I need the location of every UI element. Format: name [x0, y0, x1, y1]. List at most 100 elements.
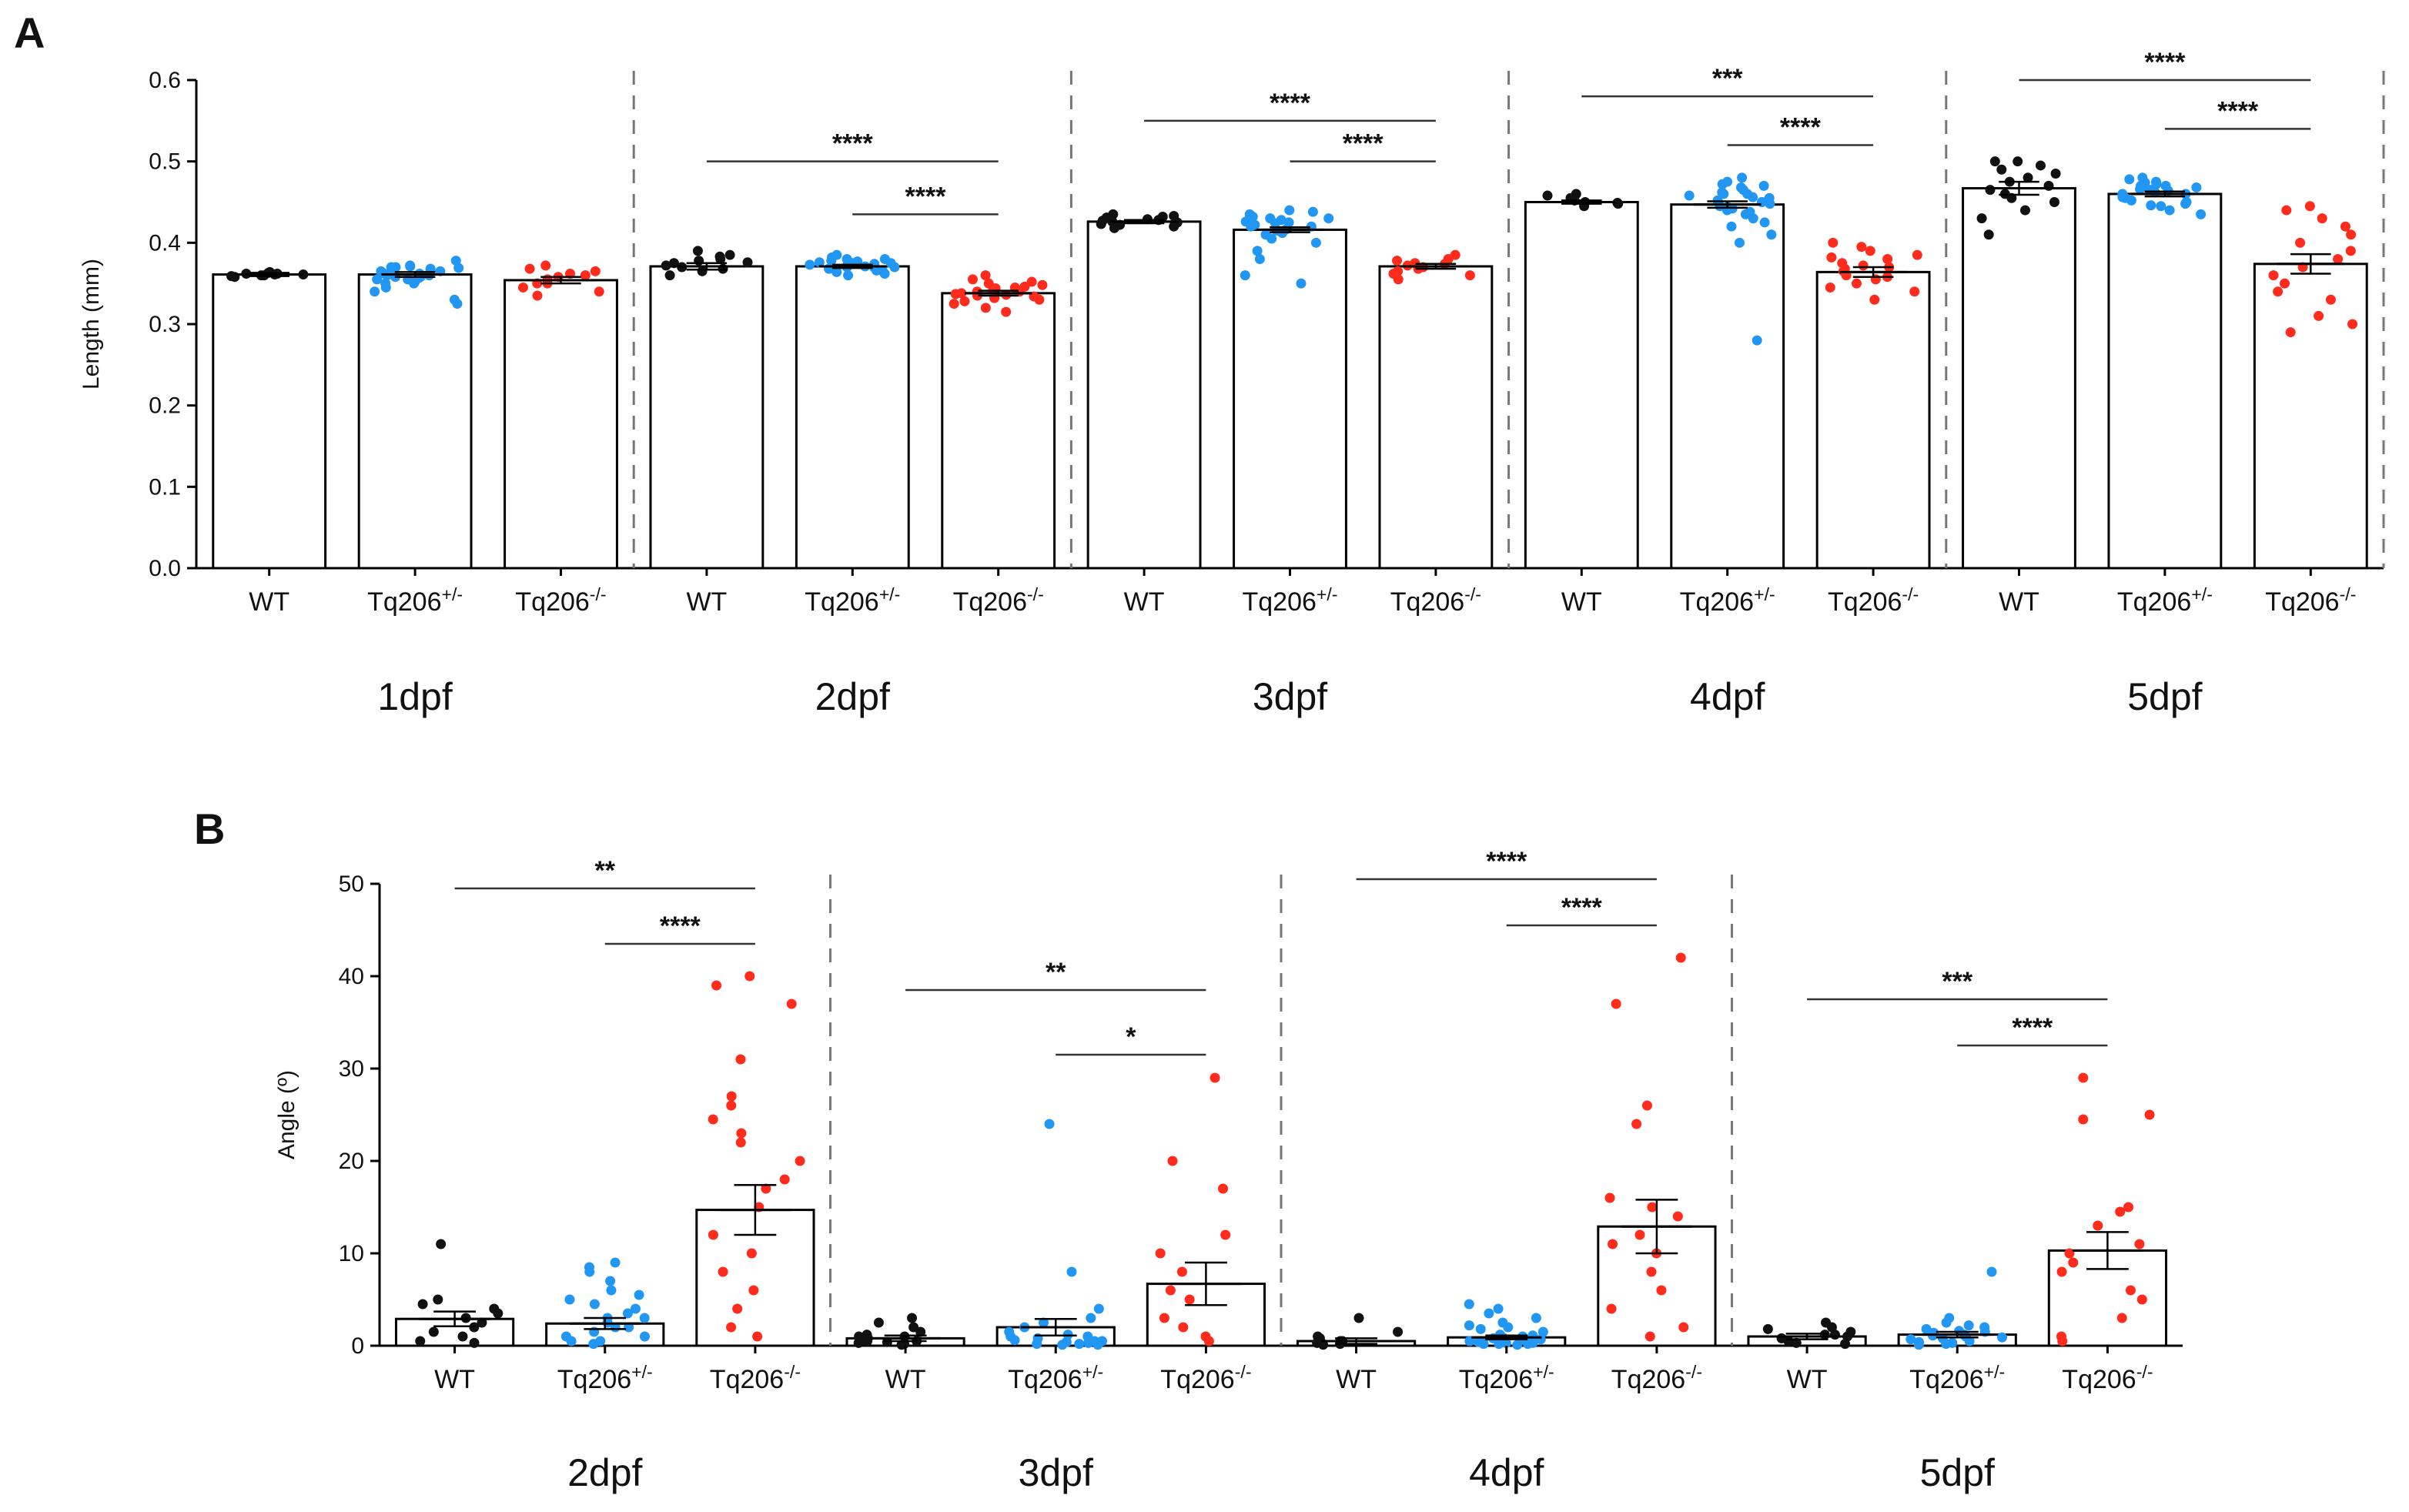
data-point	[1026, 276, 1037, 287]
data-point	[896, 1340, 907, 1350]
x-tick-label: WT	[686, 587, 727, 617]
data-point	[2136, 1294, 2147, 1305]
data-point	[2057, 1336, 2068, 1346]
bar-2dpf-1	[795, 265, 910, 570]
data-point	[1523, 1339, 1534, 1350]
data-point	[742, 257, 753, 268]
data-point	[724, 249, 735, 260]
data-point	[1512, 1340, 1523, 1350]
y-tick-label: 10	[339, 1241, 364, 1266]
data-point	[1865, 246, 1875, 256]
x-tick-label: Tq206+/-	[557, 1362, 653, 1394]
bar-3dpf-1	[1233, 228, 1347, 570]
x-tick-label: WT	[885, 1365, 926, 1394]
data-point	[1218, 1183, 1229, 1194]
data-point	[1870, 274, 1881, 285]
x-tick-label: Tq206-/-	[2265, 584, 2356, 617]
x-tick-label: WT	[1561, 587, 1602, 617]
data-point	[1912, 249, 1922, 260]
significance-label: ****	[905, 182, 947, 211]
data-point	[1752, 335, 1762, 346]
data-point	[2295, 237, 2306, 248]
data-point	[827, 252, 838, 263]
data-point	[403, 274, 413, 285]
data-point	[1307, 206, 1318, 217]
significance-label: ***	[1942, 967, 1972, 996]
data-point	[1963, 1320, 1974, 1331]
y-axis-label: Angle (º)	[274, 1070, 299, 1159]
x-tick-label: Tq206-/-	[2062, 1362, 2153, 1394]
data-point	[1604, 1193, 1615, 1203]
data-point	[950, 289, 961, 299]
data-point	[1684, 190, 1695, 201]
data-point	[624, 1322, 634, 1333]
data-point	[1644, 1331, 1655, 1342]
data-point	[1826, 252, 1837, 263]
data-point	[590, 266, 601, 276]
significance-label: **	[595, 856, 616, 885]
data-point	[2280, 278, 2290, 289]
data-point	[1606, 1303, 1617, 1314]
bar-2dpf-0	[649, 265, 765, 570]
y-tick-label: 0.2	[149, 393, 181, 419]
data-point	[2116, 1313, 2127, 1323]
data-point	[735, 1054, 746, 1065]
data-point	[1464, 1320, 1474, 1331]
data-point	[584, 1266, 595, 1277]
data-point	[2056, 1266, 2067, 1277]
data-point	[1155, 1248, 1166, 1259]
data-point	[967, 274, 978, 285]
data-point	[2268, 270, 2279, 281]
data-point	[949, 299, 959, 309]
y-tick-label: 0	[351, 1333, 364, 1359]
data-point	[2124, 174, 2135, 185]
data-point	[1964, 1336, 1975, 1346]
group-label: 1dpf	[377, 675, 452, 718]
data-point	[748, 1285, 759, 1296]
bar-5dpf-2	[2253, 263, 2368, 570]
data-point	[1858, 260, 1869, 271]
significance-label: ****	[1561, 893, 1603, 922]
data-point	[226, 271, 237, 282]
data-point	[862, 1330, 872, 1340]
data-point	[1240, 270, 1250, 281]
data-point	[1270, 218, 1281, 229]
y-tick-label: 0.6	[149, 68, 181, 93]
data-point	[415, 1336, 426, 1346]
data-point	[524, 263, 535, 274]
significance-label: ****	[1486, 847, 1527, 876]
x-tick-label: WT	[1336, 1365, 1377, 1394]
data-point	[1159, 1313, 1169, 1323]
data-point	[1531, 1313, 1541, 1323]
data-point	[639, 1331, 650, 1342]
data-point	[1092, 1340, 1103, 1350]
data-point	[1203, 1336, 1214, 1346]
x-tick-label: WT	[434, 1365, 475, 1394]
x-tick-label: Tq206-/-	[1160, 1362, 1251, 1394]
significance-label: ****	[832, 129, 874, 159]
panel-label: A	[14, 8, 45, 57]
data-point	[417, 1299, 428, 1310]
data-point	[786, 999, 797, 1009]
data-point	[1484, 1308, 1494, 1319]
data-point	[380, 278, 391, 289]
data-point	[595, 1336, 606, 1346]
data-point	[2050, 169, 2061, 179]
data-point	[1542, 190, 1553, 201]
data-point	[1475, 1323, 1486, 1334]
data-point	[580, 270, 591, 281]
y-tick-label: 0.4	[149, 230, 181, 256]
data-point	[1250, 219, 1260, 230]
data-point	[1210, 1072, 1220, 1083]
data-point	[1745, 206, 1755, 217]
x-tick-label: Tq206-/-	[1828, 584, 1919, 617]
significance-label: *	[1126, 1022, 1136, 1052]
data-point	[1240, 216, 1251, 227]
data-point	[843, 270, 854, 281]
data-point	[2136, 180, 2146, 191]
data-point	[1905, 1334, 1916, 1345]
data-point	[2093, 1220, 2103, 1231]
data-point	[1672, 1211, 1683, 1222]
x-tick-label: Tq206+/-	[1459, 1362, 1554, 1394]
data-point	[873, 1317, 884, 1328]
